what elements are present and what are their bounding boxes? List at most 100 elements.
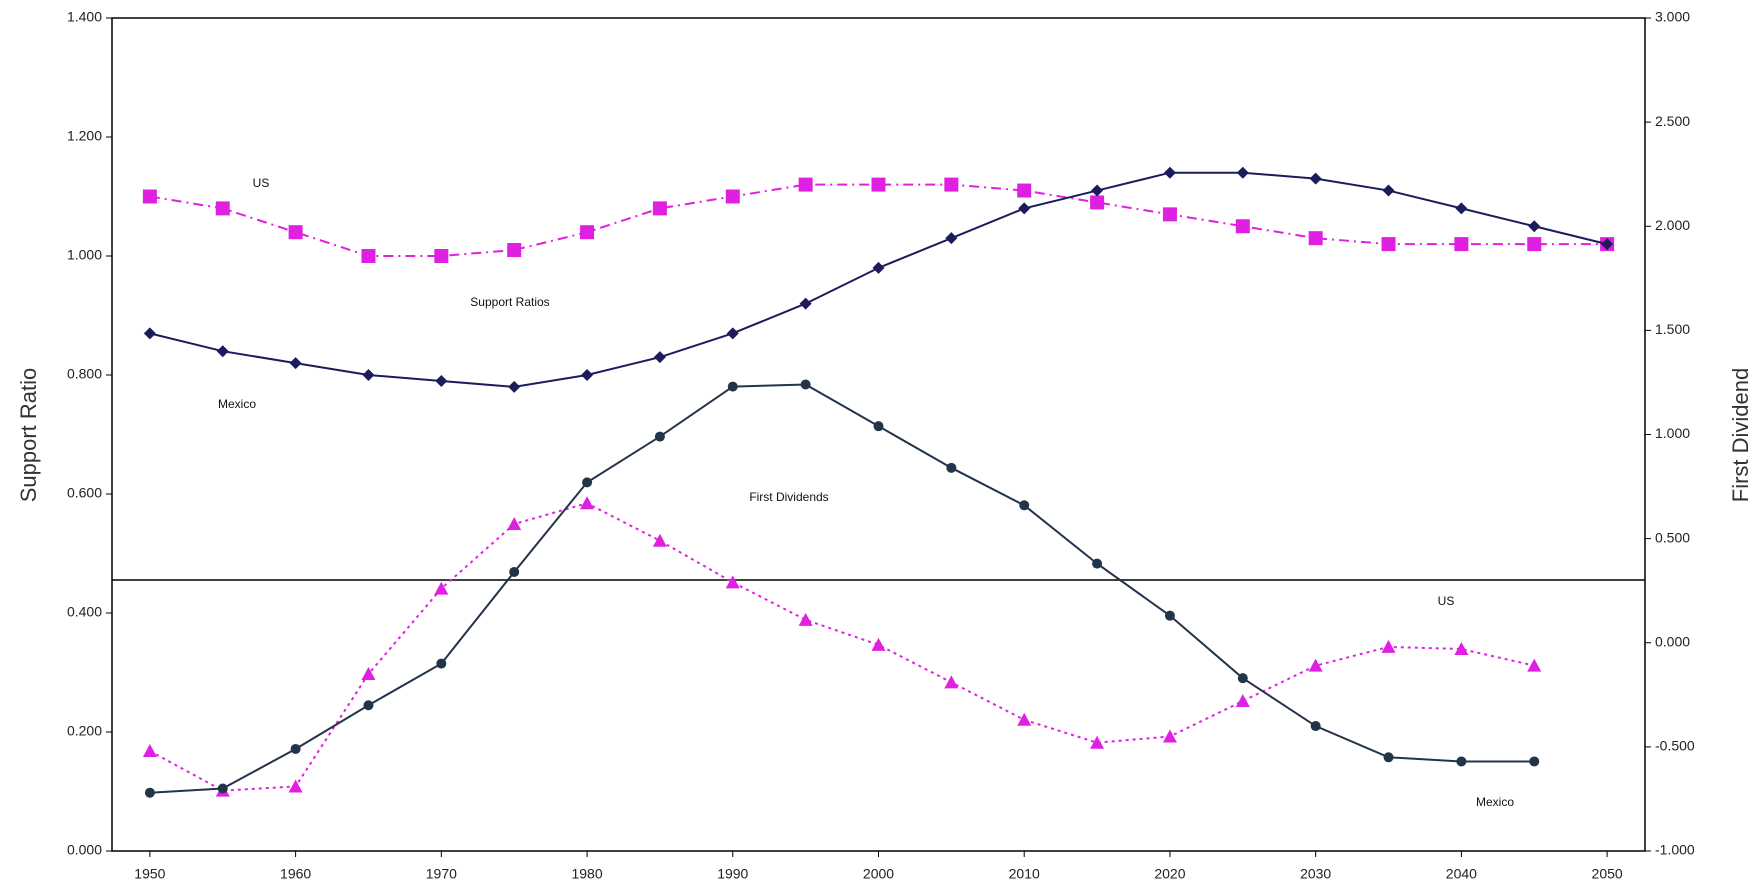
y2-tick-label: -0.500 <box>1655 738 1695 754</box>
marker <box>1236 166 1249 179</box>
y2-axis-title: First Dividend <box>1728 368 1753 502</box>
marker <box>1091 184 1104 197</box>
marker <box>142 189 157 204</box>
series-line <box>149 183 1608 257</box>
marker <box>1090 735 1105 749</box>
marker <box>1528 220 1541 233</box>
marker <box>945 232 958 245</box>
series-label: US <box>1438 594 1455 608</box>
marker <box>726 327 739 340</box>
x-tick-label: 1970 <box>426 866 457 882</box>
marker <box>1454 641 1469 655</box>
marker <box>1527 658 1542 672</box>
marker <box>142 744 157 758</box>
marker <box>216 345 229 358</box>
series-line <box>149 383 1535 794</box>
marker <box>289 357 302 370</box>
marker <box>1309 172 1322 185</box>
marker <box>581 369 594 381</box>
marker <box>1164 610 1175 621</box>
marker <box>507 243 522 258</box>
marker <box>1092 558 1103 569</box>
y2-tick-label: 3.000 <box>1655 9 1690 25</box>
marker <box>144 787 155 798</box>
marker <box>1308 658 1323 672</box>
marker <box>363 700 374 711</box>
marker <box>873 421 884 432</box>
marker <box>215 201 230 216</box>
plot-frame <box>111 17 1646 852</box>
annotation: Support Ratios <box>470 295 549 309</box>
marker <box>288 225 303 240</box>
x-tick-label: 2030 <box>1300 866 1331 882</box>
y2-tick-label: 2.500 <box>1655 113 1690 129</box>
y-tick-label: 0.200 <box>67 723 102 739</box>
marker <box>361 666 376 680</box>
marker <box>725 189 740 204</box>
series-label: Mexico <box>1476 795 1514 809</box>
marker <box>798 177 813 192</box>
x-tick-label: 1990 <box>717 866 748 882</box>
x-tick-label: 1960 <box>280 866 311 882</box>
marker <box>217 783 228 794</box>
marker <box>1601 238 1614 251</box>
y-tick-label: 0.400 <box>67 604 102 620</box>
y-tick-label: 1.200 <box>67 128 102 144</box>
marker <box>1017 712 1032 726</box>
x-tick-label: 1980 <box>571 866 602 882</box>
marker <box>799 297 812 310</box>
marker <box>1381 639 1396 653</box>
marker <box>1456 756 1467 767</box>
x-tick-label: 2020 <box>1154 866 1185 882</box>
marker <box>1529 756 1540 767</box>
marker <box>872 261 885 274</box>
series-label: Mexico <box>218 397 256 411</box>
marker <box>725 575 740 589</box>
marker <box>1162 729 1177 743</box>
marker <box>652 533 667 547</box>
marker <box>798 612 813 626</box>
marker <box>1381 237 1396 252</box>
marker <box>507 517 522 531</box>
marker <box>800 379 811 390</box>
marker <box>1090 195 1105 210</box>
marker <box>1308 231 1323 246</box>
series-line <box>149 502 1535 792</box>
y2-tick-label: 0.000 <box>1655 633 1690 649</box>
marker <box>944 675 959 689</box>
marker <box>871 637 886 651</box>
marker <box>1455 202 1468 215</box>
marker <box>582 477 593 488</box>
x-tick-label: 2010 <box>1009 866 1040 882</box>
y2-tick-label: -1.000 <box>1655 842 1695 858</box>
marker <box>944 177 959 192</box>
marker <box>1454 237 1469 252</box>
y-tick-label: 1.400 <box>67 9 102 25</box>
marker <box>1310 721 1321 732</box>
y-tick-label: 1.000 <box>67 247 102 263</box>
y2-tick-label: 1.000 <box>1655 425 1690 441</box>
marker <box>434 581 449 595</box>
marker <box>143 327 156 340</box>
marker <box>1383 752 1394 763</box>
marker <box>290 743 301 754</box>
marker <box>1527 237 1542 252</box>
marker <box>1018 202 1031 215</box>
marker <box>509 566 520 577</box>
x-tick-label: 2050 <box>1592 866 1623 882</box>
x-tick-label: 1950 <box>134 866 165 882</box>
y-tick-label: 0.000 <box>67 842 102 858</box>
y-tick-label: 0.600 <box>67 485 102 501</box>
y2-tick-label: 1.500 <box>1655 321 1690 337</box>
marker <box>1237 673 1248 684</box>
marker <box>1019 500 1030 511</box>
marker <box>1235 219 1250 234</box>
y2-tick-label: 0.500 <box>1655 529 1690 545</box>
marker <box>871 177 886 192</box>
marker <box>361 249 376 263</box>
y-tick-label: 0.800 <box>67 366 102 382</box>
marker <box>508 380 521 393</box>
marker <box>362 369 375 381</box>
x-tick-label: 2040 <box>1446 866 1477 882</box>
marker <box>288 779 303 793</box>
